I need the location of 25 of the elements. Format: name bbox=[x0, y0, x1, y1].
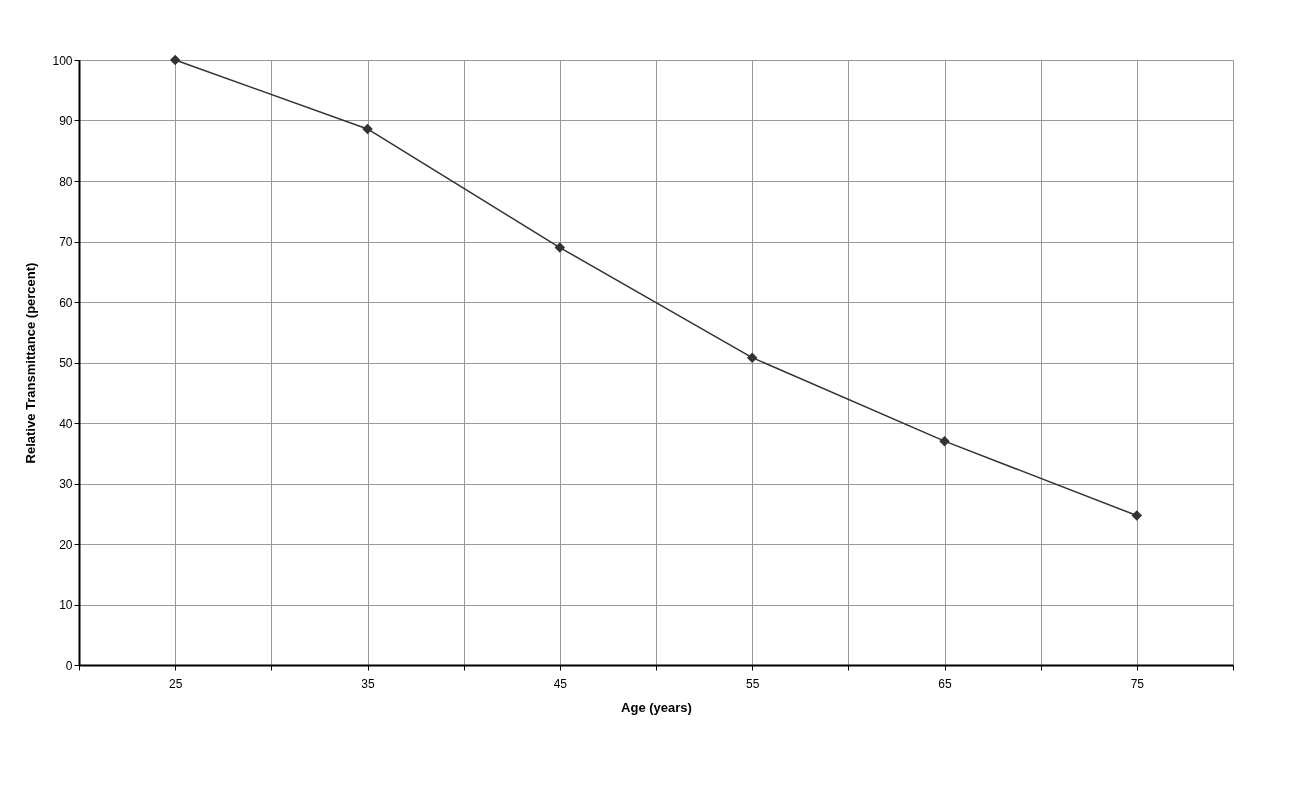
y-tick-label: 50 bbox=[59, 356, 73, 370]
point bbox=[554, 242, 566, 253]
point bbox=[1131, 510, 1143, 521]
y-tick-label: 90 bbox=[59, 114, 73, 128]
x-axis-title: Age (years) bbox=[621, 699, 692, 715]
x-tick-label: 25 bbox=[168, 676, 183, 691]
y-tick-label: 70 bbox=[59, 235, 73, 249]
y-tick-label: 60 bbox=[59, 295, 73, 310]
y-axis-title: Relative Transmittance (percent) bbox=[23, 262, 39, 464]
x-tick-label: 65 bbox=[938, 676, 952, 691]
y-tick-label: 0 bbox=[65, 658, 73, 673]
x-tick-label: 55 bbox=[745, 676, 760, 691]
x-tick-label: 75 bbox=[1130, 676, 1145, 691]
x-tick-label: 35 bbox=[361, 676, 375, 691]
point bbox=[746, 352, 758, 363]
x-tick-label: 45 bbox=[553, 676, 568, 691]
y-tick-label: 100 bbox=[52, 53, 73, 68]
y-tick-label: 20 bbox=[59, 537, 73, 552]
y-tick-label: 30 bbox=[59, 477, 73, 491]
y-tick-label: 80 bbox=[59, 174, 73, 189]
point bbox=[169, 54, 181, 66]
point bbox=[362, 123, 373, 135]
point bbox=[939, 435, 950, 447]
y-tick-label: 10 bbox=[59, 598, 73, 612]
y-tick-label: 40 bbox=[59, 416, 73, 431]
